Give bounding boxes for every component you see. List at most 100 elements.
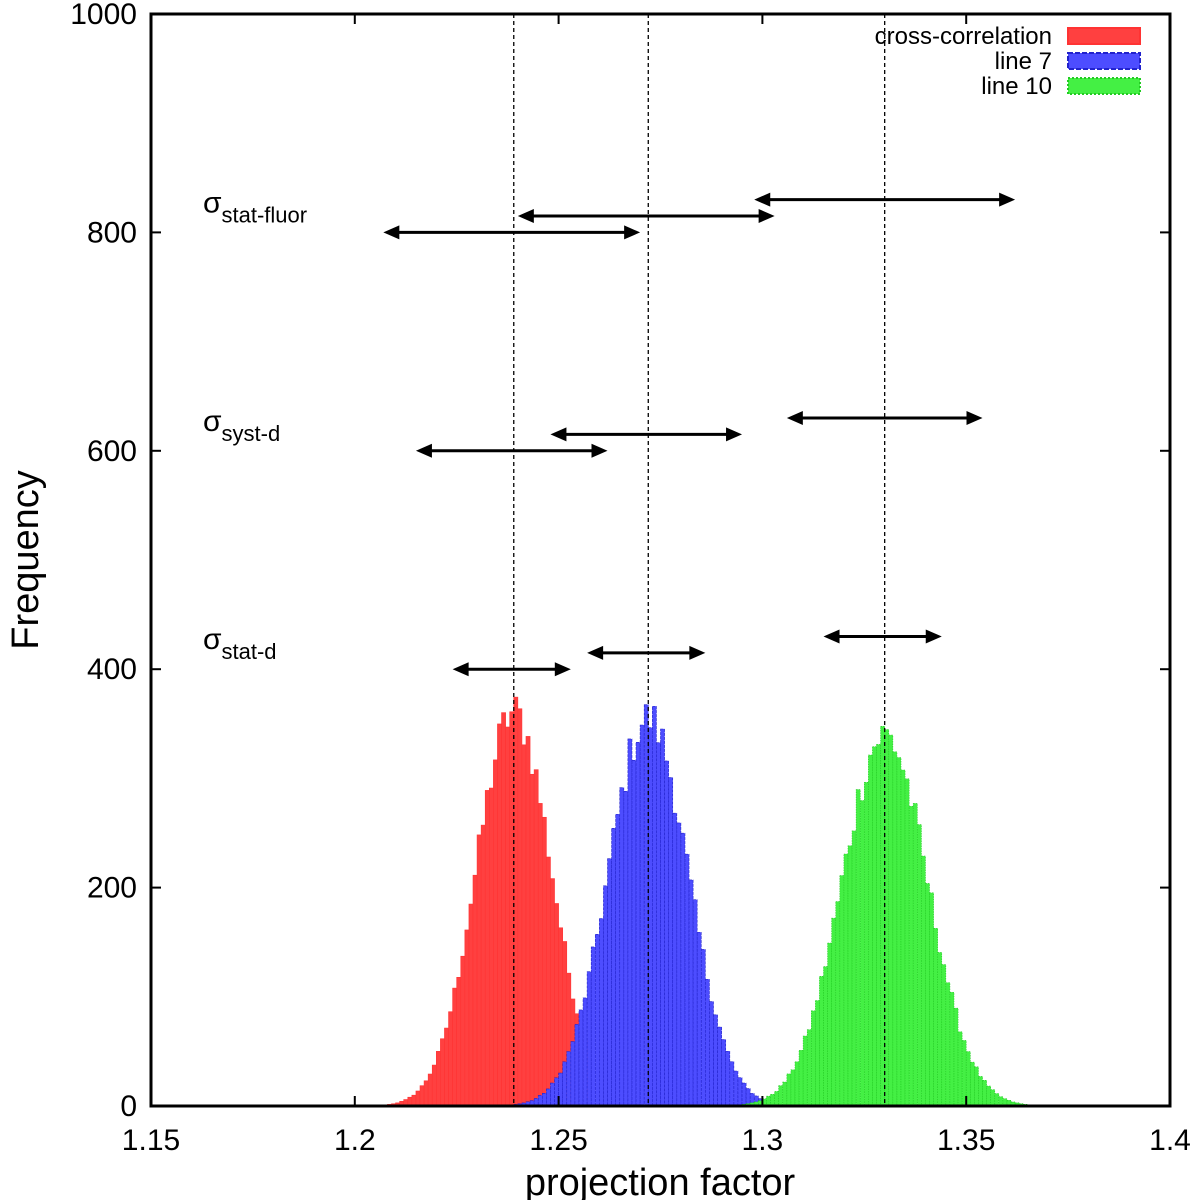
- histogram-bar: [888, 734, 894, 1107]
- arrow-head: [966, 411, 983, 426]
- histogram-bar: [664, 760, 669, 1107]
- sigma-symbol: σ: [203, 405, 222, 438]
- histogram-bar: [815, 1000, 820, 1107]
- histogram-bar: [594, 933, 600, 1107]
- histogram-bar: [994, 1093, 1000, 1107]
- x-tick-label: 1.35: [937, 1124, 995, 1157]
- histogram-bar: [489, 787, 494, 1107]
- reference-lines: [513, 14, 886, 1106]
- histogram-bar: [505, 726, 510, 1107]
- histogram-bar: [415, 1090, 421, 1107]
- histogram-bar: [717, 1026, 722, 1107]
- histogram-bar: [806, 1029, 812, 1107]
- sigma-subscript: stat-fluor: [222, 202, 308, 227]
- histogram-bar: [713, 1014, 718, 1107]
- arrow-head: [415, 443, 432, 458]
- arrow-head: [925, 629, 942, 644]
- histogram-bar: [652, 705, 657, 1107]
- histogram-bar: [672, 812, 678, 1107]
- histogram-bar: [843, 853, 849, 1107]
- histogram-bar: [533, 769, 539, 1107]
- histogram-bar: [847, 845, 853, 1107]
- histogram-bar: [941, 964, 947, 1107]
- sigma-group-stat-d: σstat-d: [203, 623, 942, 677]
- histogram-bar: [733, 1070, 739, 1107]
- histogram-bar: [855, 789, 861, 1107]
- sigma-symbol: σ: [203, 623, 222, 656]
- histogram-bar: [953, 1007, 959, 1107]
- histogram-bar: [794, 1061, 800, 1107]
- histogram-bar: [497, 723, 502, 1107]
- arrow-head: [689, 645, 706, 660]
- histogram-bar: [472, 874, 478, 1107]
- arrow-head: [726, 427, 743, 442]
- histogram-bar: [574, 1024, 580, 1107]
- histogram-bar: [925, 883, 930, 1107]
- histogram-bar: [778, 1085, 784, 1107]
- histogram-bar: [912, 803, 918, 1107]
- histogram-bar: [460, 955, 466, 1107]
- sigma-symbol: σ: [203, 186, 222, 219]
- histogram-bar: [827, 942, 832, 1107]
- histogram-bar: [729, 1061, 735, 1107]
- series-cross-correlation: [387, 696, 592, 1107]
- histogram-bar: [582, 997, 588, 1107]
- legend-label: line 7: [995, 48, 1052, 75]
- histogram-bar: [929, 892, 934, 1107]
- histogram-bar: [423, 1080, 429, 1107]
- histogram-bar: [700, 949, 706, 1107]
- histogram-bar: [668, 777, 674, 1107]
- histogram-bar: [570, 1041, 576, 1107]
- histogram-bar: [863, 782, 869, 1107]
- y-tick-label: 400: [87, 653, 137, 686]
- histogram-bar: [851, 830, 857, 1107]
- histogram-bar: [868, 754, 873, 1107]
- histogram-bar: [546, 1088, 551, 1107]
- sigma-group-stat-fluor: σstat-fluor: [203, 186, 1016, 240]
- arrow-head: [786, 411, 803, 426]
- arrow-head: [754, 192, 771, 207]
- y-tick-label: 600: [87, 435, 137, 468]
- histogram-bar: [774, 1091, 780, 1107]
- arrow-head: [999, 192, 1016, 207]
- legend-swatch: [1067, 52, 1141, 70]
- histogram-bar: [619, 787, 625, 1107]
- histogram-bar: [896, 757, 902, 1107]
- sigma-label: σstat-d: [203, 623, 277, 664]
- histogram-bar: [969, 1061, 975, 1107]
- y-tick-label: 0: [120, 1090, 137, 1123]
- histogram-bar: [586, 971, 592, 1107]
- histogram-bar: [709, 1001, 714, 1107]
- histogram-bar: [427, 1073, 433, 1107]
- x-tick-label: 1.4: [1149, 1124, 1191, 1157]
- histogram-bar: [876, 744, 881, 1107]
- legend-label: line 10: [981, 73, 1052, 100]
- histogram-bar: [525, 736, 531, 1107]
- histogram-bar: [431, 1064, 437, 1107]
- series-line-7: [513, 704, 788, 1107]
- axis-ticks: 1.15 1.2 1.25 1.3 1.35 1.4 0 200 400 600 800 1000: [70, 0, 1191, 1157]
- histogram-bar: [468, 903, 474, 1107]
- series-line-10: [737, 726, 1032, 1107]
- histogram-bar: [476, 834, 482, 1107]
- arrow-head: [452, 662, 469, 677]
- histogram-bar: [444, 1027, 449, 1107]
- histogram-bar: [599, 918, 604, 1107]
- histogram-bar: [566, 1051, 572, 1107]
- histogram-bar: [859, 800, 865, 1107]
- histogram-bar: [892, 751, 898, 1107]
- histogram-bar: [949, 992, 955, 1107]
- histogram-bar: [974, 1066, 979, 1107]
- histogram-bar: [802, 1035, 808, 1107]
- histogram-bar: [660, 728, 665, 1107]
- sigma-label: σsyst-d: [203, 405, 280, 446]
- histogram-bar: [982, 1079, 987, 1107]
- histogram-bar: [627, 738, 633, 1107]
- histogram-bar: [436, 1051, 441, 1107]
- histogram-bar: [839, 875, 845, 1107]
- sigma-group-syst-d: σsyst-d: [203, 405, 983, 458]
- histogram-bar: [696, 931, 702, 1107]
